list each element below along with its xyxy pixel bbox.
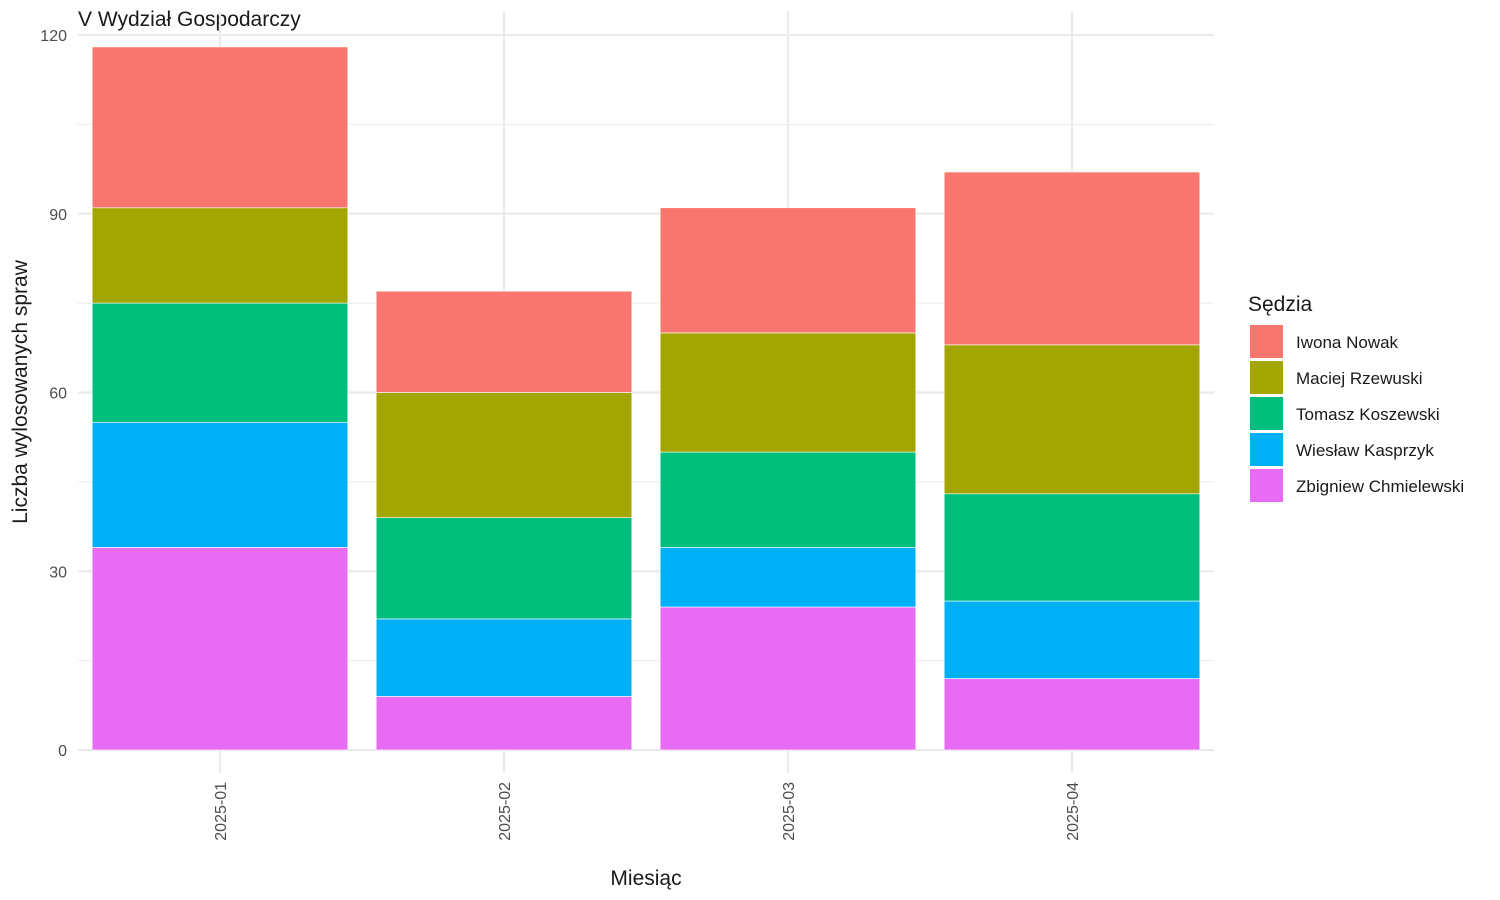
legend-label: Zbigniew Chmielewski — [1296, 477, 1464, 496]
bar-segment — [91, 46, 349, 209]
bar-segment — [659, 332, 917, 453]
bar-segment — [91, 421, 349, 548]
x-tick-label: 2025-04 — [1065, 782, 1082, 841]
y-tick-label: 30 — [49, 564, 67, 581]
legend-swatch — [1250, 469, 1283, 502]
legend-title: Sędzia — [1248, 293, 1313, 316]
bars — [91, 46, 1201, 751]
bar-segment — [659, 451, 917, 548]
x-tick-label: 2025-03 — [781, 782, 798, 841]
y-tick-labels: 0 30 60 90 120 — [40, 28, 67, 760]
bar-segment — [375, 517, 633, 620]
legend-label: Maciej Rzewuski — [1296, 369, 1423, 388]
y-tick-label: 60 — [49, 386, 67, 403]
legend-label: Iwona Nowak — [1296, 333, 1399, 352]
bar-segment — [91, 302, 349, 423]
legend-label: Tomasz Koszewski — [1296, 405, 1440, 424]
legend-items: Iwona Nowak Maciej Rzewuski Tomasz Koszews… — [1250, 325, 1464, 502]
y-tick-label: 0 — [58, 743, 67, 760]
legend-swatch — [1250, 433, 1283, 466]
bar-segment — [659, 606, 917, 751]
bar-segment — [375, 392, 633, 518]
legend-swatch — [1250, 325, 1283, 358]
bar-segment — [943, 493, 1201, 602]
bar-segment — [943, 171, 1201, 346]
x-axis-title: Miesiąc — [610, 867, 681, 890]
chart-title: V Wydział Gospodarczy — [78, 8, 301, 31]
legend: Sędzia Iwona Nowak Maciej Rzewuski Tomasz … — [1248, 293, 1464, 502]
bar-segment — [943, 678, 1201, 751]
legend-label: Wiesław Kasprzyk — [1296, 441, 1434, 460]
bar-segment — [375, 696, 633, 751]
legend-swatch — [1250, 397, 1283, 430]
bar-segment — [375, 618, 633, 697]
bar-segment — [943, 344, 1201, 495]
bar-segment — [375, 290, 633, 393]
bar-segment — [91, 547, 349, 751]
y-axis-title: Liczba wylosowanych spraw — [9, 259, 32, 524]
bar-segment — [659, 207, 917, 334]
bar-segment — [659, 547, 917, 608]
y-tick-label: 120 — [40, 28, 67, 45]
x-tick-label: 2025-02 — [497, 782, 514, 841]
bar-segment — [91, 207, 349, 304]
legend-swatch — [1250, 361, 1283, 394]
bar-segment — [943, 600, 1201, 679]
x-tick-labels: 2025-01 2025-02 2025-03 2025-04 — [213, 782, 1082, 841]
y-tick-label: 90 — [49, 207, 67, 224]
x-tick-label: 2025-01 — [213, 782, 230, 841]
